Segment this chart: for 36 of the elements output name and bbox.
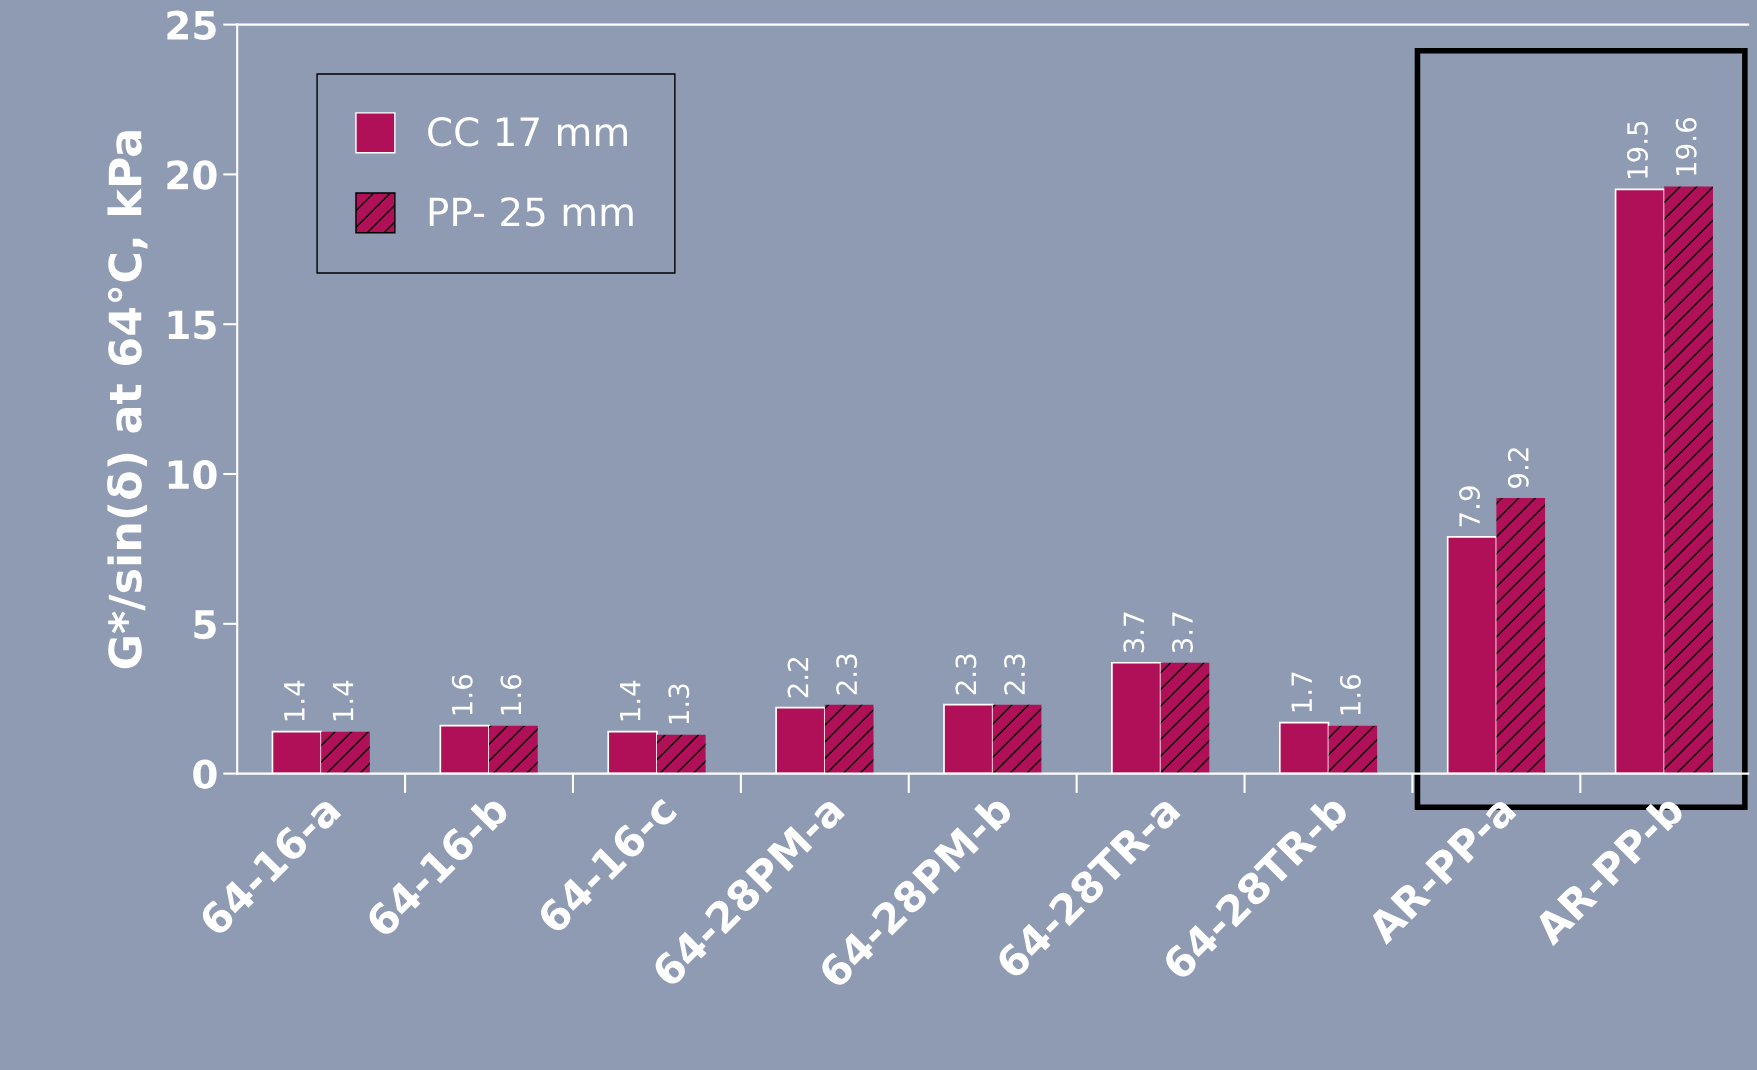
bar [1328, 725, 1378, 774]
y-tick-label: 0 [193, 759, 217, 789]
data-label: 2.3 [836, 654, 858, 695]
y-tick-label: 25 [167, 10, 216, 40]
y-tick-label: 10 [168, 459, 217, 490]
bar [489, 725, 538, 774]
data-label: 3.7 [1123, 612, 1145, 653]
data-label: 3.7 [1171, 612, 1193, 653]
bar [656, 734, 706, 774]
data-label: 2.2 [787, 657, 809, 698]
data-label: 2.3 [955, 654, 977, 695]
bar [321, 731, 370, 774]
bar [992, 704, 1042, 774]
data-label: 1.4 [619, 680, 641, 721]
y-tick-label: 20 [167, 160, 217, 190]
bar [1664, 186, 1713, 774]
y-tick-label: 15 [168, 310, 216, 340]
data-label: 1.7 [1291, 672, 1312, 712]
data-label: 7.9 [1459, 486, 1481, 527]
data-label: 1.6 [451, 674, 473, 715]
data-label: 19.6 [1675, 117, 1697, 176]
legend-label: PP- 25 mm [429, 197, 633, 227]
legend-label: CC 17 mm [428, 117, 627, 147]
data-label: 19.5 [1626, 121, 1648, 179]
data-label: 1.6 [1339, 674, 1361, 715]
bar [824, 704, 874, 774]
bar [1496, 497, 1546, 774]
y-axis-title: G*/sin(δ) at 64°C, kPa [107, 131, 148, 669]
data-label: 9.2 [1507, 448, 1529, 488]
data-label: 2.3 [1004, 654, 1026, 695]
data-label: 1.4 [332, 680, 354, 721]
y-tick-label: 5 [194, 610, 216, 640]
data-label: 1.4 [284, 680, 305, 721]
bar [1160, 662, 1210, 774]
data-label: 1.6 [500, 674, 522, 715]
data-label: 1.3 [668, 684, 690, 724]
